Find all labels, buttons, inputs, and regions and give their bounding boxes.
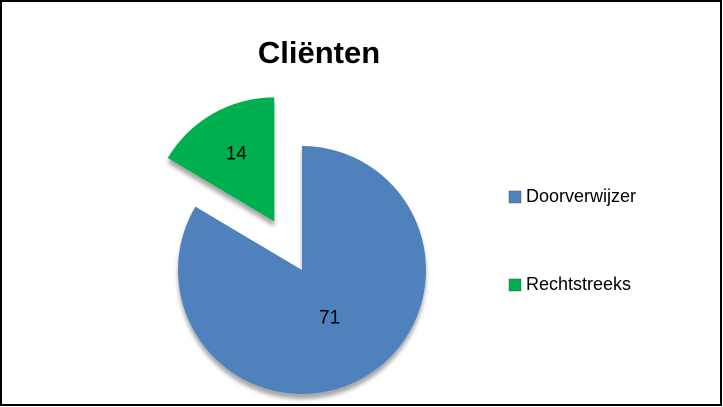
- value-label: 71: [319, 308, 340, 329]
- pie: 71 14: [167, 97, 426, 394]
- pie-slice: [167, 97, 275, 222]
- legend-swatch: [508, 190, 522, 204]
- chart-title: Cliënten: [258, 35, 380, 70]
- value-label: 14: [226, 144, 248, 165]
- legend: Doorverwijzer Rechtstreeks: [508, 186, 636, 294]
- pie-slice: [178, 146, 426, 394]
- legend-swatch: [508, 278, 522, 292]
- legend-label: Doorverwijzer: [526, 186, 636, 206]
- legend-label: Rechtstreeks: [526, 274, 631, 294]
